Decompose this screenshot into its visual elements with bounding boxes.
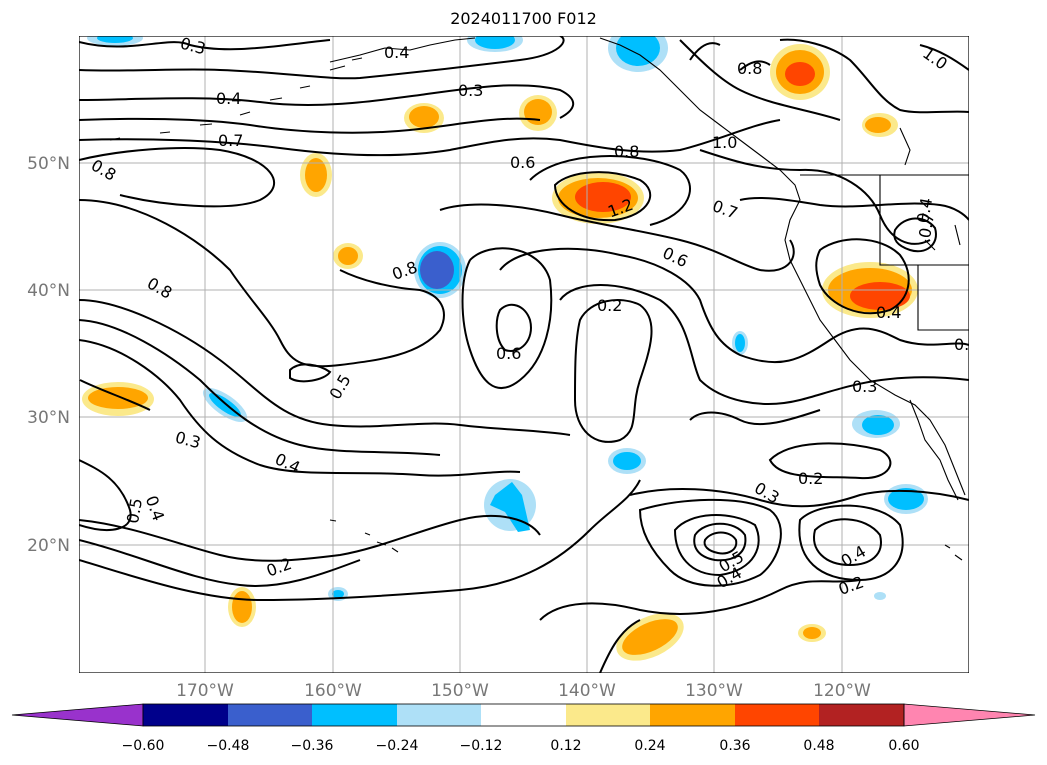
contour-label: 0.5 [123, 497, 146, 525]
lon-label: 160°W [304, 681, 362, 701]
anomaly-blob [622, 619, 678, 655]
colorbar-segment [143, 704, 228, 726]
contour-label: 0.4 [913, 196, 936, 224]
colorbar-tick: −0.12 [460, 738, 503, 754]
colorbar-segment [735, 704, 819, 726]
anomaly-blob [874, 592, 886, 600]
anomaly-blob [409, 106, 439, 128]
contour-label: 0.2 [954, 335, 979, 354]
anomaly-blob [862, 415, 894, 435]
anomaly-blob [97, 36, 133, 43]
contour-label: 0.8 [737, 59, 762, 78]
anomaly-blob [338, 247, 358, 265]
map-title: 2024011700 F012 [450, 9, 597, 28]
lat-label: 30°N [27, 408, 70, 428]
anomaly-blob [850, 282, 910, 310]
contour-label: 0.3 [852, 377, 877, 396]
colorbar-tick: −0.24 [376, 738, 419, 754]
anomaly-blob [332, 590, 344, 598]
anomaly-blob [232, 591, 252, 623]
anomaly-blob [524, 99, 552, 125]
anomaly-blob [865, 117, 891, 133]
lon-label: 140°W [558, 681, 616, 701]
contour-label: 0.3 [458, 81, 483, 100]
lon-label: 150°W [431, 681, 489, 701]
anomaly-blob [88, 387, 148, 409]
anomaly-blob [803, 627, 821, 639]
anomaly-blob [475, 36, 515, 49]
contour-label: 0.2 [798, 469, 823, 488]
contour-label: 0.4 [384, 43, 409, 62]
colorbar-segment [566, 704, 650, 726]
map-area: 0.3 0.4 0.4 0.3 0.7 0.8 0.6 0.8 1.0 0.8 … [79, 33, 979, 673]
anomaly-blob [735, 334, 745, 352]
contour-label: 0.2 [597, 296, 622, 315]
contour-label: 0.7 [915, 211, 938, 239]
colorbar-tick: 0.60 [888, 738, 919, 754]
lon-label: 120°W [813, 681, 871, 701]
colorbar-segment [819, 704, 904, 726]
colorbar-segment [397, 704, 481, 726]
colorbar-tick: 0.36 [719, 738, 750, 754]
colorbar-tick: 0.12 [550, 738, 581, 754]
contour-label: 1.0 [712, 133, 737, 152]
contour-label: 0.4 [876, 303, 901, 322]
anomaly-blob [785, 62, 815, 86]
colorbar-tick: 0.24 [634, 738, 665, 754]
colorbar-extend-low [11, 703, 144, 727]
contour-label: 0.3 [178, 33, 208, 58]
colorbar-segment [481, 704, 566, 726]
colorbar-tick: −0.36 [291, 738, 334, 754]
anomaly-blob [305, 158, 327, 192]
colorbar: −0.60 −0.48 −0.36 −0.24 −0.12 0.12 0.24 … [11, 703, 1036, 754]
shaded-anomalies [82, 36, 928, 661]
contour-label: 0.8 [614, 142, 639, 161]
contour-lines [79, 36, 969, 673]
contour-label: 0.4 [216, 89, 241, 108]
anomaly-blob [420, 251, 454, 289]
lat-label: 20°N [27, 536, 70, 556]
lat-label: 40°N [27, 281, 70, 301]
anomaly-blob [616, 36, 660, 66]
latitude-labels: 50°N 40°N 30°N 20°N [27, 154, 70, 556]
colorbar-tick: 0.48 [803, 738, 834, 754]
colorbar-segment [650, 704, 735, 726]
longitude-labels: 170°W 160°W 150°W 140°W 130°W 120°W [176, 681, 871, 701]
colorbar-tick: −0.48 [207, 738, 250, 754]
contour-label: 0.6 [510, 153, 535, 172]
anomaly-blob [888, 488, 924, 510]
anomaly-blob [575, 182, 631, 212]
contour-label: 0.6 [496, 344, 521, 363]
colorbar-segment [228, 704, 312, 726]
anomaly-blob [490, 482, 530, 532]
contour-label: 0.7 [218, 131, 243, 150]
colorbar-segment [312, 704, 397, 726]
lon-label: 130°W [685, 681, 743, 701]
colorbar-extend-high [903, 703, 1036, 727]
anomaly-blob [613, 452, 641, 470]
lat-label: 50°N [27, 154, 70, 174]
lon-label: 170°W [176, 681, 234, 701]
colorbar-tick: −0.60 [122, 738, 165, 754]
